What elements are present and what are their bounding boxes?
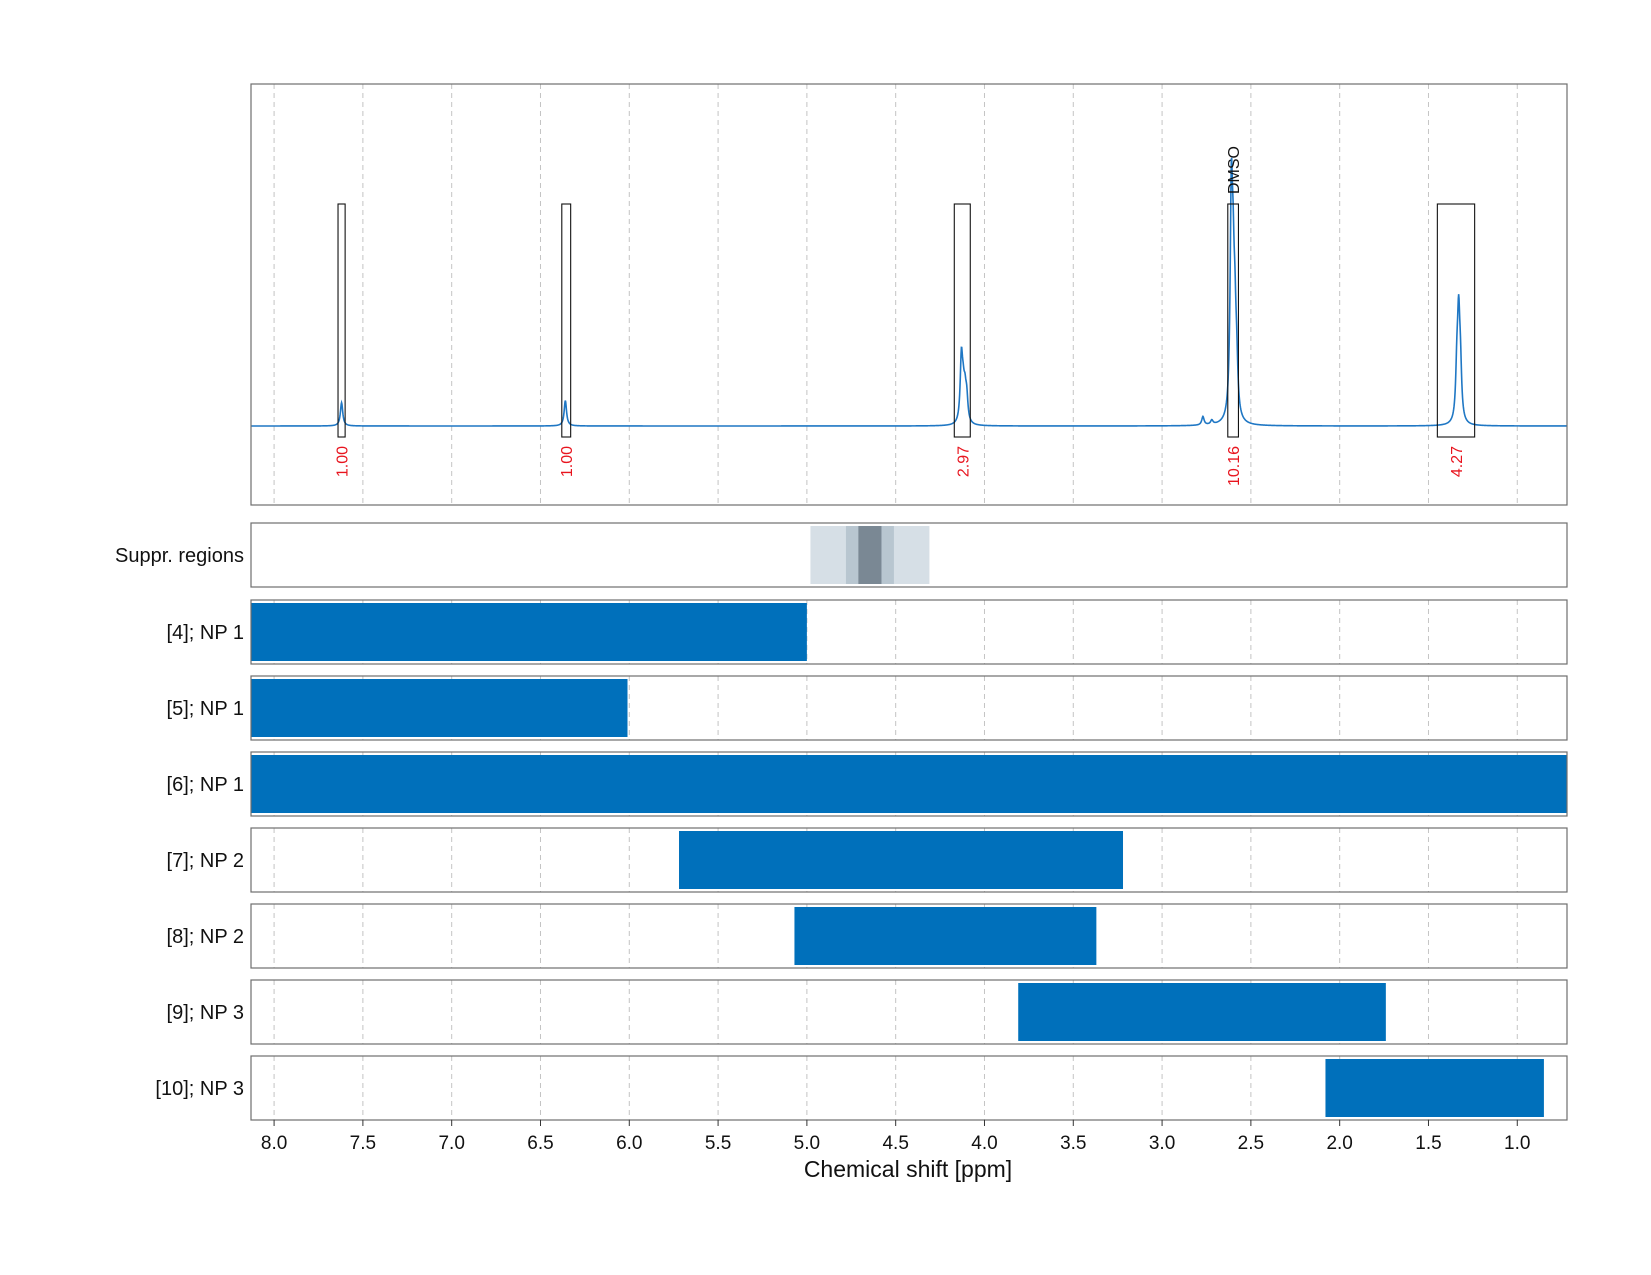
range-bar xyxy=(251,755,1567,813)
x-axis: 8.0 7.5 7.0 6.5 6.0 5.5 5.0 4.5 4.0 3.5 3.0 2.5 2.0 1… xyxy=(261,1120,1530,1154)
spectrum-panel: 1.00 1.00 2.97 10.16 4.27 DMSO xyxy=(250,83,1568,506)
x-tick-label: 4.0 xyxy=(971,1133,997,1154)
x-tick-label: 8.0 xyxy=(261,1133,287,1154)
range-bar xyxy=(1325,1059,1544,1117)
panel-frame xyxy=(250,522,1568,588)
x-tick-label: 3.5 xyxy=(1060,1133,1086,1154)
panel-frame xyxy=(250,1055,1568,1121)
range-bar-label: [9]; NP 3 xyxy=(167,1002,244,1024)
annotation-dmso: DMSO xyxy=(1226,146,1243,194)
range-bar-label: [10]; NP 3 xyxy=(155,1078,244,1100)
x-tick-label: 2.5 xyxy=(1238,1133,1264,1154)
x-tick-label: 2.0 xyxy=(1326,1133,1352,1154)
x-tick-label: 4.5 xyxy=(882,1133,908,1154)
integral-label: 2.97 xyxy=(955,446,972,477)
x-axis-label: Chemical shift [ppm] xyxy=(804,1156,1012,1182)
integral-label: 4.27 xyxy=(1449,446,1466,477)
integral-box xyxy=(561,203,572,438)
panel-frame xyxy=(250,83,1568,506)
range-bar xyxy=(251,679,628,737)
x-tick-label: 6.0 xyxy=(616,1133,642,1154)
panel-frame xyxy=(250,827,1568,893)
range-bar xyxy=(1018,983,1386,1041)
integral-label: 1.00 xyxy=(559,446,576,477)
x-tick-label: 7.5 xyxy=(350,1133,376,1154)
suppression-label: Suppr. regions xyxy=(115,545,244,567)
range-bar xyxy=(251,603,807,661)
panel-frame xyxy=(250,599,1568,665)
x-tick-label: 5.5 xyxy=(705,1133,731,1154)
x-tick-label: 1.5 xyxy=(1415,1133,1441,1154)
x-tick-label: 7.0 xyxy=(438,1133,464,1154)
spectrum-line xyxy=(251,157,1567,427)
range-bar-label: [6]; NP 1 xyxy=(167,774,244,796)
range-bar-label: [8]; NP 2 xyxy=(167,926,244,948)
suppression-band xyxy=(858,526,882,584)
range-bar-label: [5]; NP 1 xyxy=(167,698,244,720)
integral-label: 10.16 xyxy=(1226,446,1243,486)
integral-box xyxy=(953,203,971,438)
x-tick-label: 5.0 xyxy=(794,1133,820,1154)
integral-label: 1.00 xyxy=(335,446,352,477)
panel-frame xyxy=(250,979,1568,1045)
integral-box xyxy=(1436,203,1476,438)
range-bar-label: [4]; NP 1 xyxy=(167,622,244,644)
panel-frame xyxy=(250,675,1568,741)
integral-box xyxy=(337,203,346,438)
integral-box xyxy=(1227,203,1239,438)
range-bar xyxy=(794,907,1097,965)
x-tick-label: 6.5 xyxy=(527,1133,553,1154)
range-bar xyxy=(679,831,1124,889)
suppression-panel: Suppr. regions xyxy=(115,522,1568,588)
range-bar-label: [7]; NP 2 xyxy=(167,850,244,872)
x-tick-label: 3.0 xyxy=(1149,1133,1175,1154)
range-bars-panel: [4]; NP 1 [5]; NP 1 [6]; NP 1 [7]; NP 2 [8];… xyxy=(155,599,1568,1121)
panel-frame xyxy=(250,751,1568,817)
x-tick-label: 1.0 xyxy=(1504,1133,1530,1154)
panel-frame xyxy=(250,903,1568,969)
